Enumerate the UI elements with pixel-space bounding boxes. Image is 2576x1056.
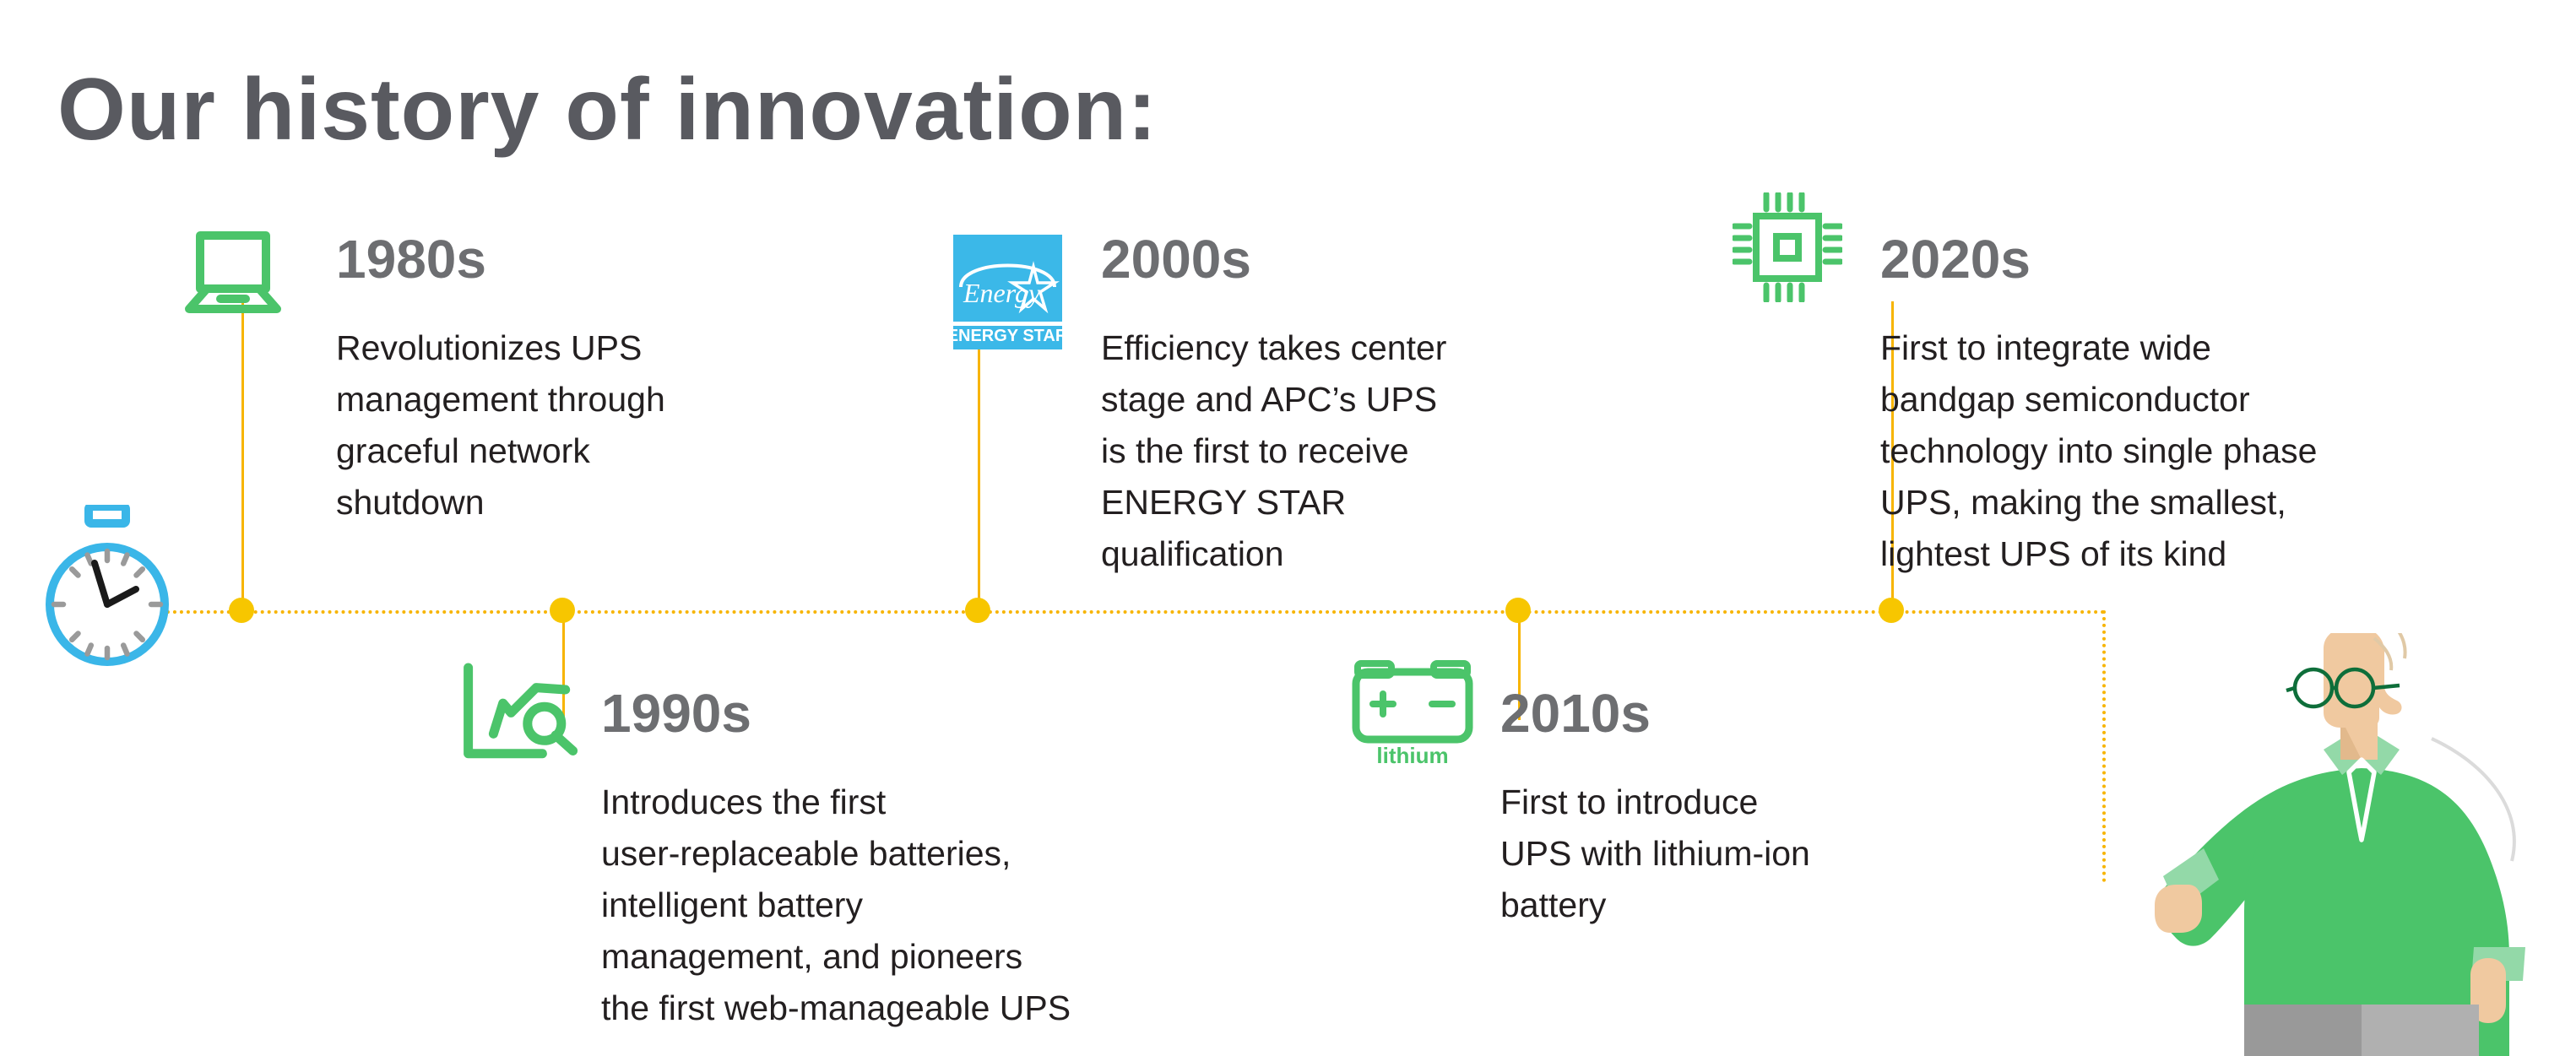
svg-text:ENERGY STAR: ENERGY STAR <box>953 327 1062 345</box>
svg-text:lithium: lithium <box>1376 743 1448 768</box>
